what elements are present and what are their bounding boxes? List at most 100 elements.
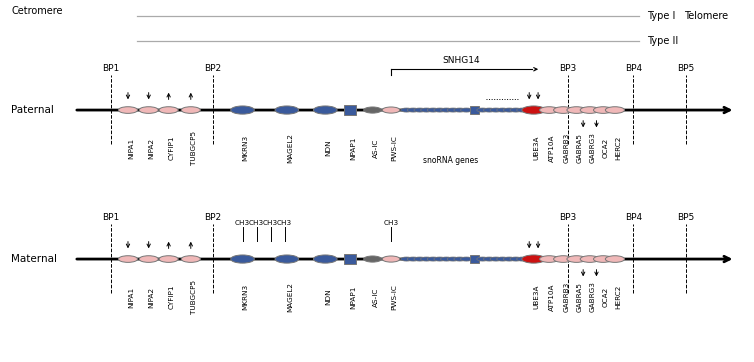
Ellipse shape [605, 256, 624, 262]
Text: ATP10A: ATP10A [549, 134, 555, 162]
Ellipse shape [605, 107, 624, 113]
Text: PWS-IC: PWS-IC [391, 284, 397, 310]
Ellipse shape [434, 108, 446, 112]
Text: HERC2: HERC2 [615, 285, 621, 309]
Ellipse shape [581, 256, 599, 262]
Ellipse shape [510, 257, 522, 261]
Text: NIPA1: NIPA1 [128, 286, 134, 308]
Ellipse shape [414, 257, 426, 261]
Text: GABRB3: GABRB3 [563, 282, 569, 312]
Ellipse shape [414, 108, 426, 112]
Ellipse shape [421, 108, 433, 112]
Ellipse shape [118, 107, 137, 113]
Ellipse shape [461, 108, 472, 112]
Ellipse shape [407, 108, 419, 112]
Text: BP5: BP5 [677, 64, 694, 73]
Text: NIPA2: NIPA2 [149, 286, 155, 308]
Text: CYFIP1: CYFIP1 [169, 136, 175, 160]
Text: NPAP1: NPAP1 [351, 285, 357, 309]
Ellipse shape [567, 107, 586, 113]
Ellipse shape [553, 107, 573, 113]
Ellipse shape [540, 256, 559, 262]
Ellipse shape [516, 257, 529, 261]
Bar [345, 105, 357, 115]
Text: CH3: CH3 [277, 220, 293, 226]
Text: Type I: Type I [647, 11, 675, 21]
Text: CH3: CH3 [384, 220, 399, 226]
Text: MAGEL2: MAGEL2 [287, 282, 293, 312]
Ellipse shape [454, 108, 466, 112]
Ellipse shape [516, 108, 529, 112]
Text: AS-IC: AS-IC [372, 138, 379, 158]
Text: TUBGCP5: TUBGCP5 [191, 131, 197, 165]
Text: MKRN3: MKRN3 [243, 135, 249, 161]
Ellipse shape [593, 256, 613, 262]
Ellipse shape [497, 257, 508, 261]
Text: BP4: BP4 [625, 213, 642, 222]
Ellipse shape [504, 257, 515, 261]
Ellipse shape [139, 256, 158, 262]
Ellipse shape [314, 255, 337, 263]
Text: OCA2: OCA2 [603, 287, 609, 307]
Ellipse shape [454, 257, 466, 261]
Text: AS-IC: AS-IC [372, 287, 379, 307]
Ellipse shape [477, 108, 489, 112]
Text: GABRB3: GABRB3 [563, 133, 569, 163]
Text: HERC2: HERC2 [615, 136, 621, 160]
Text: BP3: BP3 [559, 64, 576, 73]
Text: CH3: CH3 [263, 220, 278, 226]
Text: NIPA1: NIPA1 [128, 138, 134, 159]
Text: UBE3A: UBE3A [534, 136, 540, 160]
Ellipse shape [382, 256, 400, 262]
Ellipse shape [522, 106, 545, 114]
Bar [470, 255, 480, 263]
Ellipse shape [139, 107, 158, 113]
Text: MKRN3: MKRN3 [243, 284, 249, 310]
Ellipse shape [428, 257, 439, 261]
Text: BP4: BP4 [625, 64, 642, 73]
Text: GABRA5: GABRA5 [577, 282, 583, 312]
Ellipse shape [181, 256, 201, 262]
Ellipse shape [447, 257, 459, 261]
Text: CH3: CH3 [249, 220, 264, 226]
Ellipse shape [490, 257, 502, 261]
Ellipse shape [118, 256, 137, 262]
Ellipse shape [363, 256, 382, 262]
Text: BP2: BP2 [204, 213, 222, 222]
Text: Paternal: Paternal [11, 105, 54, 115]
Text: NDN: NDN [325, 289, 331, 305]
Text: NIPA2: NIPA2 [149, 138, 155, 159]
Text: BP3: BP3 [559, 213, 576, 222]
Ellipse shape [159, 256, 178, 262]
Text: UBE3A: UBE3A [534, 285, 540, 309]
Ellipse shape [314, 106, 337, 114]
Text: TUBGCP5: TUBGCP5 [191, 280, 197, 314]
Ellipse shape [400, 108, 412, 112]
Ellipse shape [447, 108, 459, 112]
Text: GABRG3: GABRG3 [590, 282, 596, 312]
Ellipse shape [400, 257, 412, 261]
Ellipse shape [440, 108, 452, 112]
Text: BP2: BP2 [204, 64, 222, 73]
Text: Maternal: Maternal [11, 254, 57, 264]
Text: MAGEL2: MAGEL2 [287, 133, 293, 163]
Ellipse shape [553, 256, 573, 262]
Ellipse shape [477, 257, 489, 261]
Ellipse shape [483, 257, 495, 261]
Text: SNHG14: SNHG14 [443, 56, 480, 65]
Text: CYFIP1: CYFIP1 [169, 285, 175, 309]
Text: BP1: BP1 [103, 213, 120, 222]
Text: Type II: Type II [647, 36, 678, 46]
Ellipse shape [407, 257, 419, 261]
Bar [345, 254, 357, 264]
Ellipse shape [504, 108, 515, 112]
Text: BP1: BP1 [103, 64, 120, 73]
Text: BP5: BP5 [677, 213, 694, 222]
Ellipse shape [275, 255, 299, 263]
Ellipse shape [497, 108, 508, 112]
Ellipse shape [421, 257, 433, 261]
Ellipse shape [231, 255, 254, 263]
Text: NDN: NDN [325, 140, 331, 156]
Ellipse shape [540, 107, 559, 113]
Text: Telomere: Telomere [684, 11, 728, 21]
